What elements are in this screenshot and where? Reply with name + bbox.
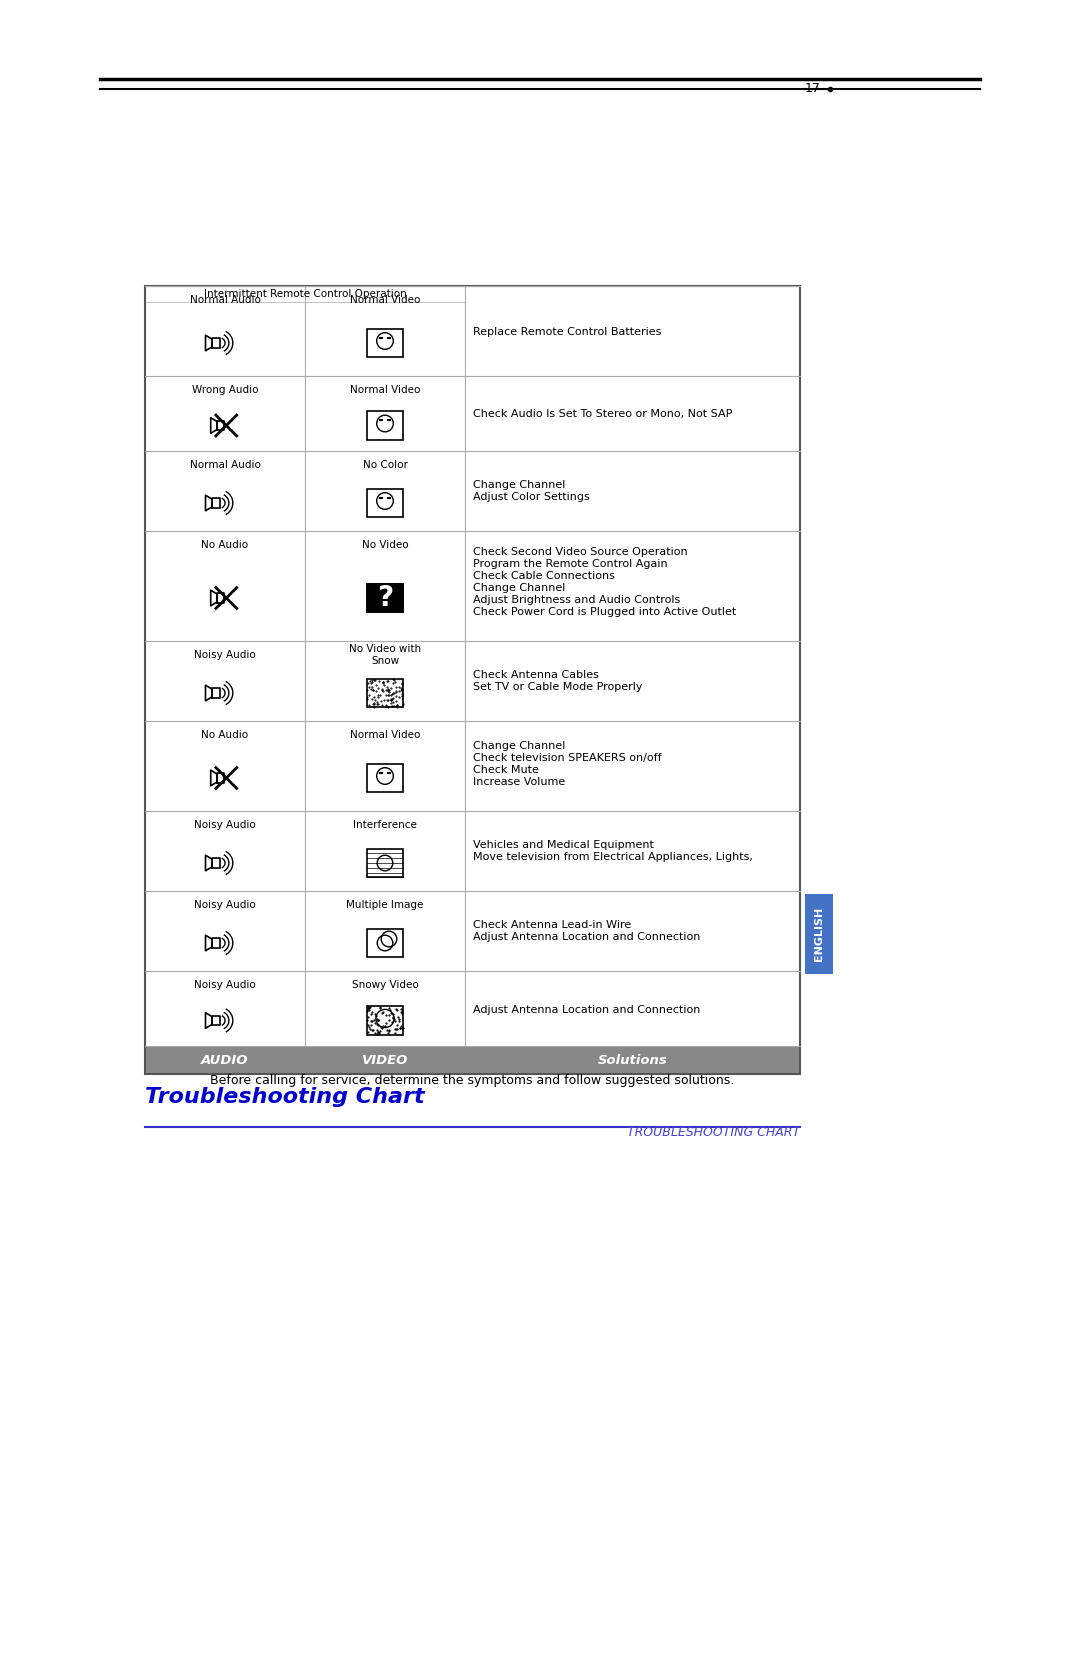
Text: Adjust Antenna Location and Connection: Adjust Antenna Location and Connection [473,931,700,941]
Bar [805,895,833,975]
Text: Adjust Color Settings: Adjust Color Settings [473,492,590,502]
Bar [367,679,403,708]
Text: Intermittent Remote Control Operation: Intermittent Remote Control Operation [204,289,406,299]
Text: Normal Audio: Normal Audio [190,461,260,471]
Text: Noisy Audio: Noisy Audio [194,819,256,829]
Text: Change Channel: Change Channel [473,741,565,751]
Bar [367,928,403,958]
Bar [145,721,800,811]
Text: 17: 17 [805,82,821,95]
Text: Snowy Video: Snowy Video [352,980,418,990]
Bar [367,584,403,613]
Text: Normal Video: Normal Video [350,295,420,305]
Bar [145,285,800,1073]
Bar [367,850,403,878]
Text: ENGLISH: ENGLISH [814,906,824,961]
Text: No Color: No Color [363,461,407,471]
Text: Adjust Antenna Location and Connection: Adjust Antenna Location and Connection [473,1005,700,1015]
Bar [145,285,800,376]
Text: Noisy Audio: Noisy Audio [194,900,256,910]
Text: Noisy Audio: Noisy Audio [194,980,256,990]
Text: Normal Audio: Normal Audio [190,295,260,305]
Bar [367,489,403,517]
Text: Check Cable Connections: Check Cable Connections [473,571,615,581]
Text: Check Power Cord is Plugged into Active Outlet: Check Power Cord is Plugged into Active … [473,608,737,618]
Bar [145,641,800,721]
Text: Before calling for service, determine the symptoms and follow suggested solution: Before calling for service, determine th… [211,1073,734,1087]
Bar [145,971,800,1046]
Bar [367,329,403,357]
Text: AUDIO: AUDIO [201,1053,248,1066]
Text: Solutions: Solutions [597,1053,667,1066]
Text: Noisy Audio: Noisy Audio [194,649,256,659]
Text: No Video: No Video [362,541,408,551]
Text: Normal Video: Normal Video [350,386,420,396]
Bar [145,531,800,641]
Text: Change Channel: Change Channel [473,582,565,592]
Bar [145,1046,800,1073]
Bar [367,584,403,613]
Text: Check Mute: Check Mute [473,764,539,774]
Text: Move television from Electrical Appliances, Lights,: Move television from Electrical Applianc… [473,851,753,861]
Bar [145,811,800,891]
Text: Vehicles and Medical Equipment: Vehicles and Medical Equipment [473,840,653,850]
Text: Set TV or Cable Mode Properly: Set TV or Cable Mode Properly [473,683,643,693]
Bar [367,411,403,441]
Bar [367,1006,403,1035]
Text: No Audio: No Audio [202,729,248,739]
Bar [145,376,800,451]
Text: Troubleshooting Chart: Troubleshooting Chart [145,1087,424,1107]
Bar [367,584,403,613]
Bar [145,285,465,302]
Text: Check Audio Is Set To Stereo or Mono, Not SAP: Check Audio Is Set To Stereo or Mono, No… [473,409,732,419]
Text: Program the Remote Control Again: Program the Remote Control Again [473,559,667,569]
Text: Replace Remote Control Batteries: Replace Remote Control Batteries [473,327,661,337]
Text: Normal Video: Normal Video [350,729,420,739]
Text: No Video with
Snow: No Video with Snow [349,644,421,666]
Text: Adjust Brightness and Audio Controls: Adjust Brightness and Audio Controls [473,596,680,604]
Text: Wrong Audio: Wrong Audio [192,386,258,396]
Text: Check Antenna Cables: Check Antenna Cables [473,669,599,679]
Text: Check television SPEAKERS on/off: Check television SPEAKERS on/off [473,753,662,763]
Text: ?: ? [377,584,393,613]
Bar [367,764,403,793]
Text: Change Channel: Change Channel [473,481,565,491]
Text: Multiple Image: Multiple Image [347,900,423,910]
Bar [145,891,800,971]
Text: Interference: Interference [353,819,417,829]
Text: Check Second Video Source Operation: Check Second Video Source Operation [473,547,688,557]
Text: TROUBLESHOOTING CHART: TROUBLESHOOTING CHART [627,1127,800,1138]
Text: Check Antenna Lead-in Wire: Check Antenna Lead-in Wire [473,920,631,930]
Text: VIDEO: VIDEO [362,1053,408,1066]
Text: Increase Volume: Increase Volume [473,778,565,788]
Bar [145,451,800,531]
Text: No Audio: No Audio [202,541,248,551]
